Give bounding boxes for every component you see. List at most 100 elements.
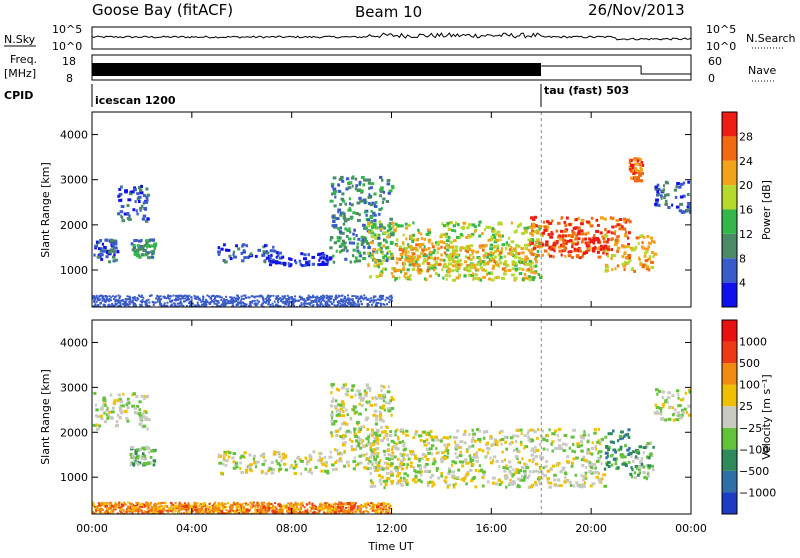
- scatter-cell: [393, 441, 395, 444]
- noise-line: [92, 33, 691, 40]
- scatter-cell: [109, 416, 113, 419]
- scatter-cell: [420, 233, 422, 236]
- scatter-cell: [571, 436, 575, 439]
- scatter-cell: [403, 449, 406, 452]
- scatter-cell: [369, 300, 371, 302]
- scatter-cell: [261, 296, 263, 298]
- scatter-cell: [106, 505, 108, 507]
- scatter-cell: [183, 300, 185, 302]
- scatter-cell: [463, 433, 467, 436]
- scatter-cell: [370, 472, 372, 475]
- scatter-cell: [414, 475, 417, 478]
- scatter-cell: [361, 303, 363, 305]
- scatter-cell: [532, 458, 536, 461]
- scatter-cell: [472, 445, 475, 448]
- scatter-cell: [647, 442, 651, 445]
- scatter-cell: [352, 233, 355, 236]
- scatter-cell: [121, 502, 123, 504]
- scatter-cell: [373, 193, 376, 196]
- scatter-cell: [488, 239, 491, 242]
- scatter-cell: [397, 458, 400, 461]
- scatter-cell: [455, 445, 457, 448]
- scatter-cell: [350, 396, 354, 399]
- scatter-cell: [379, 274, 383, 277]
- scatter-cell: [423, 431, 426, 434]
- scatter-cell: [331, 215, 334, 218]
- scatter-cell: [440, 458, 443, 461]
- scatter-cell: [347, 413, 349, 416]
- scatter-cell: [315, 466, 318, 469]
- scatter-cell: [334, 461, 337, 464]
- scatter-cell: [521, 475, 523, 478]
- scatter-cell: [378, 265, 380, 268]
- scatter-cell: [146, 511, 148, 513]
- cpid-program-1: icescan 1200: [95, 94, 176, 107]
- scatter-cell: [103, 304, 105, 306]
- scatter-cell: [164, 505, 166, 507]
- scatter-cell: [426, 270, 429, 273]
- scatter-cell: [179, 298, 181, 300]
- scatter-cell: [265, 472, 268, 475]
- scatter-cell: [127, 501, 129, 503]
- scatter-cell: [607, 245, 610, 248]
- scatter-cell: [587, 440, 590, 443]
- scatter-cell: [103, 246, 107, 249]
- scatter-cell: [438, 263, 442, 266]
- colorbar-cell: [722, 136, 737, 160]
- scatter-cell: [486, 226, 490, 229]
- scatter-cell: [577, 249, 579, 252]
- scatter-cell: [331, 416, 333, 419]
- scatter-cell: [136, 192, 139, 195]
- scatter-cell: [190, 296, 192, 298]
- scatter-cell: [206, 505, 208, 507]
- scatter-cell: [396, 269, 399, 272]
- scatter-cell: [474, 485, 477, 488]
- scatter-cell: [604, 468, 607, 471]
- scatter-cell: [388, 256, 390, 259]
- scatter-cell: [361, 243, 364, 246]
- scatter-cell: [231, 301, 233, 303]
- scatter-cell: [126, 295, 128, 297]
- scatter-cell: [250, 507, 252, 509]
- scatter-cell: [568, 251, 571, 254]
- scatter-cell: [225, 464, 228, 467]
- scatter-cell: [540, 457, 544, 460]
- scatter-cell: [562, 235, 564, 238]
- scatter-cell: [336, 449, 339, 452]
- scatter-cell: [451, 258, 455, 261]
- scatter-cell: [515, 468, 518, 471]
- colorbar-cell: [722, 283, 737, 307]
- scatter-cell: [496, 460, 499, 463]
- colorbar-cell: [722, 161, 737, 185]
- scatter-cell: [94, 507, 96, 509]
- scatter-cell: [471, 439, 474, 442]
- scatter-cell: [511, 274, 515, 277]
- scatter-cell: [118, 297, 120, 299]
- scatter-cell: [332, 397, 334, 400]
- scatter-cell: [580, 222, 584, 225]
- scatter-cell: [581, 240, 584, 243]
- scatter-cell: [562, 244, 566, 247]
- scatter-cell: [405, 430, 408, 433]
- scatter-cell: [175, 510, 177, 512]
- scatter-cell: [492, 265, 495, 268]
- cpid-label: CPID: [4, 89, 33, 102]
- scatter-cell: [404, 258, 407, 261]
- scatter-cell: [382, 198, 385, 201]
- scatter-cell: [358, 413, 362, 416]
- scatter-cell: [493, 246, 495, 249]
- scatter-cell: [545, 460, 548, 463]
- scatter-cell: [352, 298, 354, 300]
- scatter-cell: [515, 440, 517, 443]
- scatter-cell: [268, 511, 270, 513]
- scatter-cell: [333, 304, 335, 306]
- scatter-cell: [113, 298, 115, 300]
- scatter-cell: [140, 185, 143, 188]
- scatter-cell: [405, 237, 407, 240]
- scatter-cell: [140, 457, 144, 460]
- scatter-cell: [114, 296, 116, 298]
- scatter-cell: [650, 266, 654, 269]
- scatter-cell: [386, 426, 389, 429]
- scatter-cell: [469, 458, 472, 461]
- scatter-cell: [335, 503, 337, 505]
